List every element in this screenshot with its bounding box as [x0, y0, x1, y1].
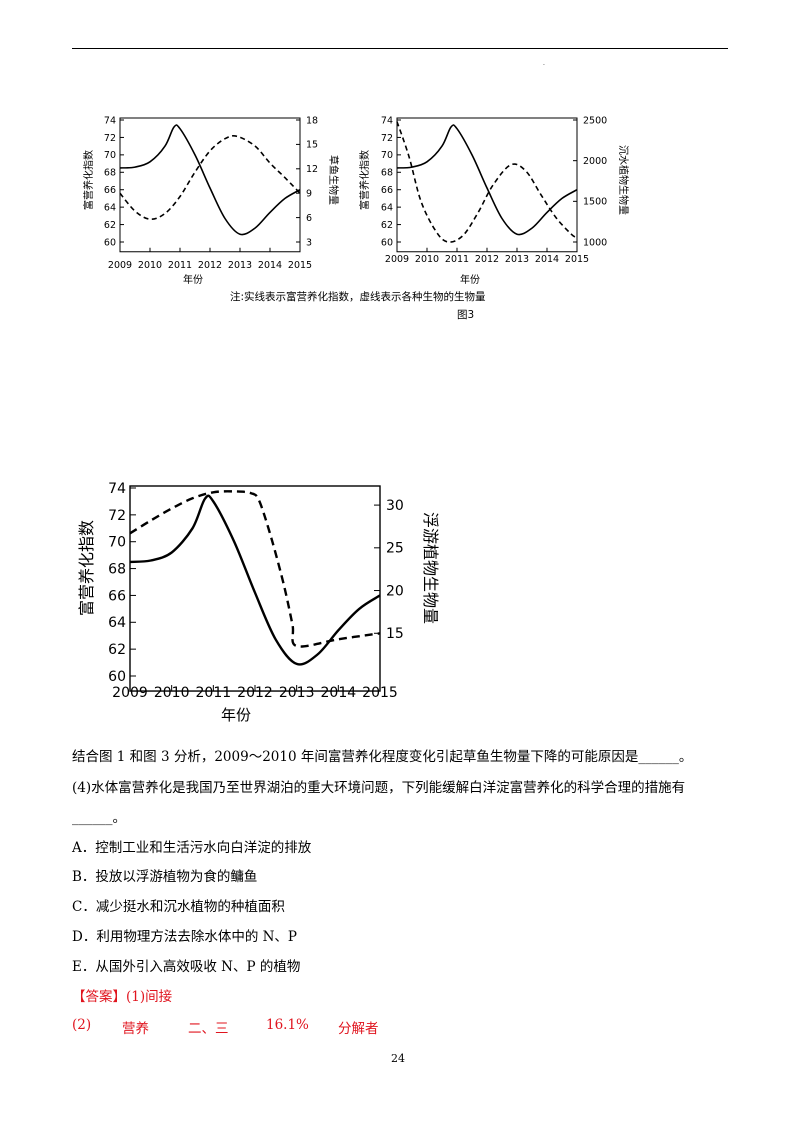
- y2-tick-label: 3: [306, 237, 312, 248]
- y2-tick-label: 18: [306, 115, 318, 126]
- y-tick-label: 68: [104, 168, 116, 179]
- answer-1: (1)间接: [126, 989, 173, 1005]
- question-3-text: 结合图 1 和图 3 分析，2009～2010 年间富营养化程度变化引起草鱼生物…: [72, 749, 693, 765]
- biomass-line: [396, 121, 578, 243]
- question-4-blank: ______。: [72, 810, 126, 826]
- header-rule: [72, 48, 728, 49]
- option-c: C．减少挺水和沉水植物的种植面积: [72, 899, 285, 915]
- x-tick-label: 2014: [535, 254, 559, 265]
- y2-tick-label: 9: [306, 189, 312, 200]
- y-tick-label: 60: [381, 237, 393, 248]
- y-tick-label: 72: [381, 133, 393, 144]
- x-tick-label: 2014: [321, 685, 357, 701]
- y-axis-label: 富营养化指数: [358, 150, 371, 210]
- option-d: D．利用物理方法去除水体中的 N、P: [72, 929, 298, 945]
- y-tick-label: 64: [381, 202, 393, 213]
- y-tick-label: 62: [104, 220, 116, 231]
- figure-note: 注:实线表示富营养化指数，虚线表示各种生物的生物量: [230, 291, 486, 303]
- y-tick-label: 68: [381, 168, 393, 179]
- y-tick-label: 70: [381, 150, 393, 161]
- eutrophication-line: [396, 124, 578, 236]
- y-tick-label: 72: [104, 133, 116, 144]
- x-tick-label: 2010: [154, 685, 190, 701]
- y2-tick-label: 25: [386, 541, 404, 557]
- y-tick-label: 70: [104, 150, 116, 161]
- y-tick-label: 70: [108, 535, 126, 551]
- y-tick-label: 74: [104, 115, 116, 126]
- x-tick-label: 2015: [362, 685, 398, 701]
- biomass-line: [129, 490, 381, 648]
- y2-axis-label: 草鱼生物量: [327, 155, 340, 205]
- x-tick-label: 2013: [279, 685, 315, 701]
- y-tick-label: 60: [108, 669, 126, 685]
- y2-tick-label: 20: [386, 583, 404, 599]
- x-tick-label: 2012: [475, 254, 499, 265]
- figure-label: 图3: [457, 309, 475, 321]
- y-tick-label: 64: [104, 202, 116, 213]
- answer-line-1: 【答案】(1)间接: [72, 987, 172, 1007]
- x-tick-label: 2011: [196, 685, 232, 701]
- y-tick-label: 66: [108, 588, 126, 604]
- plot-frame: [129, 485, 381, 692]
- y2-tick-label: 1500: [583, 197, 607, 208]
- x-tick-label: 2014: [258, 260, 282, 271]
- x-axis-label: 年份: [460, 273, 480, 286]
- x-tick-label: 2009: [385, 254, 409, 265]
- y-tick-label: 66: [381, 185, 393, 196]
- y-tick-label: 62: [381, 220, 393, 231]
- option-e: E．从国外引入高效吸收 N、P 的植物: [72, 959, 301, 975]
- x-tick-label: 2015: [288, 260, 312, 271]
- page-number: 24: [391, 1052, 405, 1065]
- y-tick-label: 68: [108, 561, 126, 577]
- x-tick-label: 2010: [415, 254, 439, 265]
- answer-2-a: 营养: [122, 1021, 149, 1037]
- y2-tick-label: 6: [306, 213, 312, 224]
- header-dot: .: [543, 60, 545, 67]
- y2-tick-label: 2000: [583, 156, 607, 167]
- y-tick-label: 74: [108, 481, 126, 497]
- eutrophication-line: [129, 494, 381, 666]
- answer-label: 【答案】: [72, 989, 126, 1005]
- y2-tick-label: 15: [386, 626, 404, 642]
- option-a: A．控制工业和生活污水向白洋淀的排放: [72, 840, 312, 856]
- y2-tick-label: 12: [306, 164, 318, 175]
- answer-2-num: (2): [72, 1017, 92, 1033]
- x-tick-label: 2011: [168, 260, 192, 271]
- x-tick-label: 2012: [198, 260, 222, 271]
- x-tick-label: 2011: [445, 254, 469, 265]
- y2-axis-label: 浮游植物生物量: [421, 512, 440, 624]
- y-axis-label: 富营养化指数: [82, 150, 95, 210]
- x-tick-label: 2013: [228, 260, 252, 271]
- answer-2-c: 16.1%: [266, 1017, 309, 1033]
- answer-2-b: 二、三: [188, 1021, 229, 1037]
- question-4-text: (4)水体富营养化是我国乃至世界湖泊的重大环境问题，下列能缓解白洋淀富营养化的科…: [72, 780, 686, 796]
- eutrophication-line: [119, 124, 301, 236]
- y2-tick-label: 30: [386, 498, 404, 514]
- y-tick-label: 74: [381, 115, 393, 126]
- x-axis-label: 年份: [221, 706, 251, 724]
- x-tick-label: 2015: [565, 254, 589, 265]
- y-tick-label: 64: [108, 615, 126, 631]
- x-tick-label: 2009: [108, 260, 132, 271]
- y2-tick-label: 2500: [583, 115, 607, 126]
- x-tick-label: 2010: [138, 260, 162, 271]
- y-axis-label: 富营养化指数: [77, 520, 96, 616]
- y-tick-label: 60: [104, 237, 116, 248]
- y-tick-label: 62: [108, 642, 126, 658]
- y2-axis-label: 沉水植物生物量: [617, 145, 630, 215]
- y-tick-label: 72: [108, 508, 126, 524]
- option-b: B．投放以浮游植物为食的鳙鱼: [72, 869, 258, 885]
- x-tick-label: 2012: [237, 685, 273, 701]
- y2-tick-label: 15: [306, 140, 318, 151]
- x-tick-label: 2013: [505, 254, 529, 265]
- y2-tick-label: 1000: [583, 237, 607, 248]
- answer-2-d: 分解者: [338, 1021, 379, 1037]
- y-tick-label: 66: [104, 185, 116, 196]
- x-axis-label: 年份: [183, 273, 203, 286]
- x-tick-label: 2009: [112, 685, 148, 701]
